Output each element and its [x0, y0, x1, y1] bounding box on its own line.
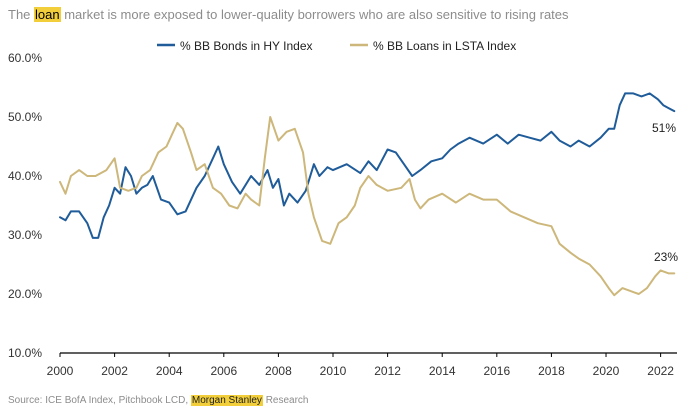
- y-axis: 10.0% 20.0% 30.0% 40.0% 50.0% 60.0%: [8, 51, 42, 360]
- x-tick-label: 2018: [538, 364, 565, 378]
- legend-label-loans: % BB Loans in LSTA Index: [373, 39, 516, 53]
- chart-title: The loan market is more exposed to lower…: [8, 7, 569, 22]
- x-tick-label: 2022: [647, 364, 674, 378]
- y-tick-label: 40.0%: [8, 169, 42, 183]
- chart-legend: % BB Bonds in HY Index % BB Loans in LST…: [157, 39, 516, 53]
- x-tick-label: 2012: [374, 364, 401, 378]
- y-tick-label: 60.0%: [8, 51, 42, 65]
- x-tick-label: 2008: [265, 364, 292, 378]
- source-note-highlight: Morgan Stanley: [190, 395, 263, 406]
- x-tick-label: 2014: [429, 364, 456, 378]
- x-tick-label: 2016: [483, 364, 510, 378]
- x-axis: 2000 2002 2004 2006 2008 2010 2012 2014 2016 2018…: [47, 352, 677, 378]
- x-tick-label: 2004: [156, 364, 183, 378]
- source-note-start: Source: ICE BofA Index, Pitchbook LCD,: [8, 395, 191, 406]
- series-line-bonds: [59, 92, 676, 239]
- y-tick-label: 50.0%: [8, 110, 42, 124]
- x-tick-label: 2000: [47, 364, 74, 378]
- x-tick-label: 2002: [101, 364, 128, 378]
- chart-title-highlight: loan: [34, 7, 61, 22]
- chart-title-end: market is more exposed to lower-quality …: [60, 7, 569, 22]
- end-label-bonds: 51%: [652, 121, 676, 135]
- y-tick-label: 30.0%: [8, 228, 42, 242]
- end-label-loans: 23%: [654, 250, 678, 264]
- x-tick-label: 2010: [320, 364, 347, 378]
- chart-series: [59, 92, 676, 297]
- chart-title-start: The: [8, 7, 35, 22]
- x-tick-label: 2020: [593, 364, 620, 378]
- source-note: Source: ICE BofA Index, Pitchbook LCD, M…: [8, 395, 309, 406]
- source-note-end: Research: [262, 395, 309, 406]
- y-tick-label: 10.0%: [8, 346, 42, 360]
- series-line-loans: [59, 116, 676, 297]
- x-tick-label: 2006: [210, 364, 237, 378]
- legend-label-bonds: % BB Bonds in HY Index: [180, 39, 313, 53]
- y-tick-label: 20.0%: [8, 287, 42, 301]
